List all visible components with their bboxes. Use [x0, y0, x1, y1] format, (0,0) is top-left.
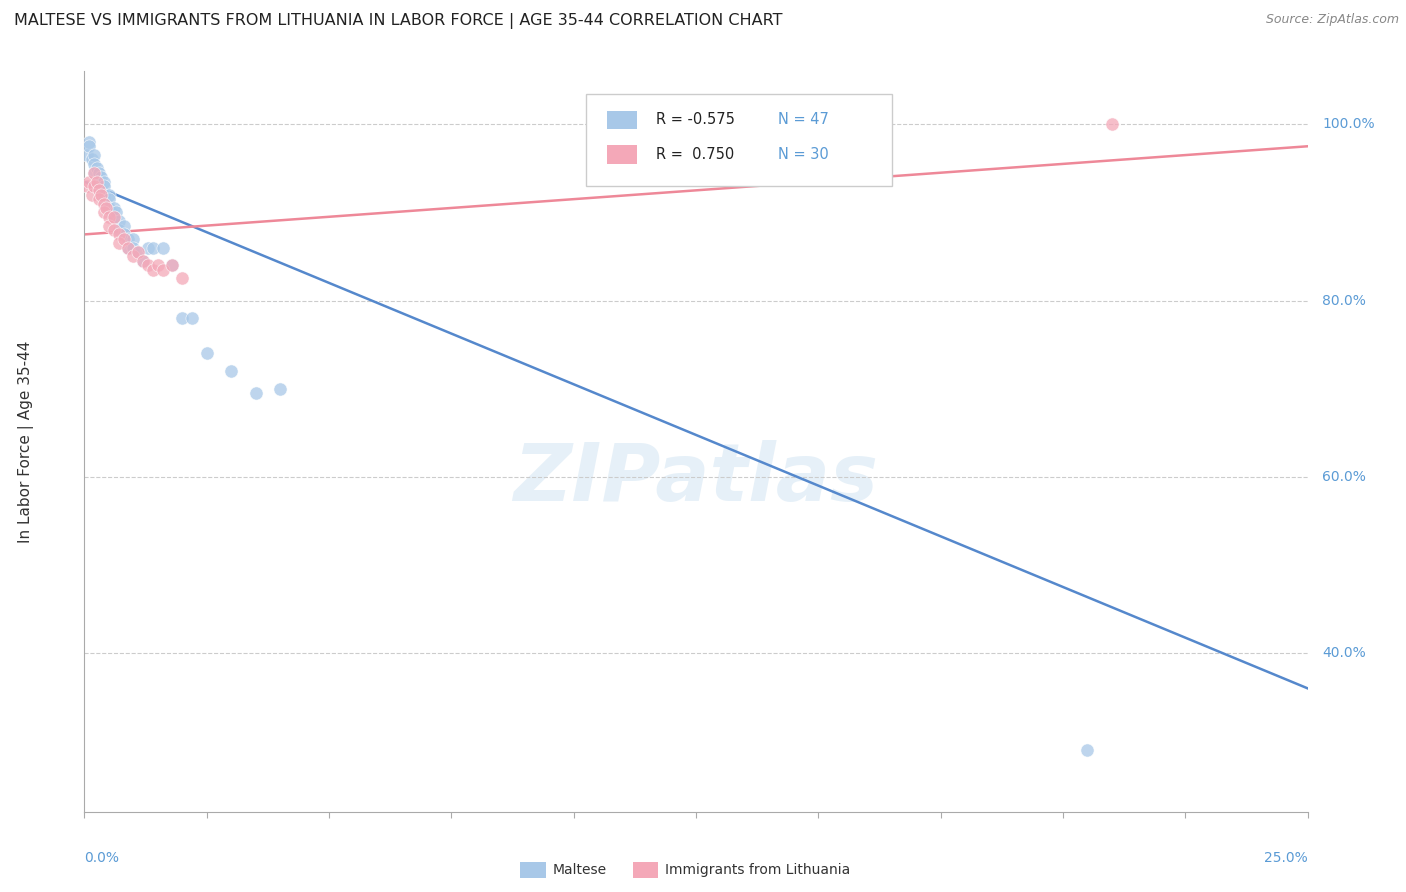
Point [142, 262, 165, 277]
Point [77, 139, 100, 153]
Point [219, 364, 242, 378]
Text: 80.0%: 80.0% [1322, 293, 1367, 308]
Point [142, 241, 165, 255]
Point [80, 187, 103, 202]
Point [1076, 743, 1098, 757]
Point [87, 192, 110, 206]
Point [152, 262, 174, 277]
Point [77, 135, 100, 149]
Point [87, 183, 110, 197]
Text: N = 30: N = 30 [778, 147, 828, 161]
Point [97, 192, 120, 206]
Point [83, 148, 105, 162]
Point [90, 187, 112, 202]
Point [93, 196, 115, 211]
Point [1101, 117, 1123, 131]
Point [83, 166, 105, 180]
Point [172, 311, 194, 326]
Point [117, 232, 139, 246]
Point [100, 205, 122, 219]
Point [97, 210, 120, 224]
Bar [606, 111, 637, 129]
Bar [606, 145, 637, 164]
Point [80, 153, 103, 167]
Text: R =  0.750: R = 0.750 [655, 147, 734, 161]
Point [93, 178, 115, 193]
Point [122, 250, 145, 264]
Point [132, 253, 155, 268]
Text: 60.0%: 60.0% [1322, 470, 1367, 483]
Point [269, 382, 291, 396]
Point [93, 187, 115, 202]
Text: 40.0%: 40.0% [1322, 646, 1367, 660]
Point [117, 241, 139, 255]
Point [93, 205, 115, 219]
Point [136, 241, 159, 255]
Point [146, 258, 169, 272]
Point [162, 258, 184, 272]
Point [96, 196, 118, 211]
Point [107, 236, 129, 251]
Point [122, 241, 145, 255]
Point [103, 210, 125, 224]
Point [87, 175, 110, 189]
Point [97, 219, 120, 233]
Point [97, 201, 120, 215]
Point [112, 227, 135, 242]
Text: R = -0.575: R = -0.575 [655, 112, 734, 127]
Point [127, 245, 149, 260]
Text: 100.0%: 100.0% [1322, 117, 1375, 131]
Point [105, 205, 128, 219]
Text: 25.0%: 25.0% [1264, 851, 1308, 865]
Point [195, 346, 218, 360]
Text: Immigrants from Lithuania: Immigrants from Lithuania [665, 863, 851, 877]
Point [90, 183, 112, 197]
Point [86, 161, 108, 176]
Text: 0.0%: 0.0% [84, 851, 120, 865]
Point [136, 258, 159, 272]
Text: Source: ZipAtlas.com: Source: ZipAtlas.com [1265, 13, 1399, 27]
Point [107, 223, 129, 237]
Point [103, 223, 125, 237]
Point [117, 241, 139, 255]
Point [107, 227, 129, 242]
Text: Maltese: Maltese [553, 863, 606, 877]
Point [97, 187, 120, 202]
Point [76, 178, 98, 193]
Point [96, 201, 118, 215]
Point [122, 232, 145, 246]
Point [107, 214, 129, 228]
FancyBboxPatch shape [586, 94, 891, 186]
Point [127, 245, 149, 260]
Point [152, 241, 174, 255]
Point [103, 210, 125, 224]
Point [93, 192, 115, 206]
Point [162, 258, 184, 272]
Text: ZIPatlas: ZIPatlas [513, 440, 879, 517]
Point [132, 253, 155, 268]
Text: In Labor Force | Age 35-44: In Labor Force | Age 35-44 [18, 341, 34, 542]
Point [112, 219, 135, 233]
Point [83, 166, 105, 180]
Point [90, 170, 112, 185]
Point [87, 166, 110, 180]
Point [245, 386, 267, 401]
Point [181, 311, 204, 326]
Point [86, 175, 108, 189]
Point [87, 178, 110, 193]
Point [76, 148, 98, 162]
Point [112, 232, 135, 246]
Point [83, 157, 105, 171]
Point [93, 175, 115, 189]
Point [87, 170, 110, 185]
Point [77, 175, 100, 189]
Point [83, 178, 105, 193]
Text: N = 47: N = 47 [778, 112, 828, 127]
Point [103, 201, 125, 215]
Point [172, 271, 194, 285]
Text: MALTESE VS IMMIGRANTS FROM LITHUANIA IN LABOR FORCE | AGE 35-44 CORRELATION CHAR: MALTESE VS IMMIGRANTS FROM LITHUANIA IN … [14, 13, 783, 29]
